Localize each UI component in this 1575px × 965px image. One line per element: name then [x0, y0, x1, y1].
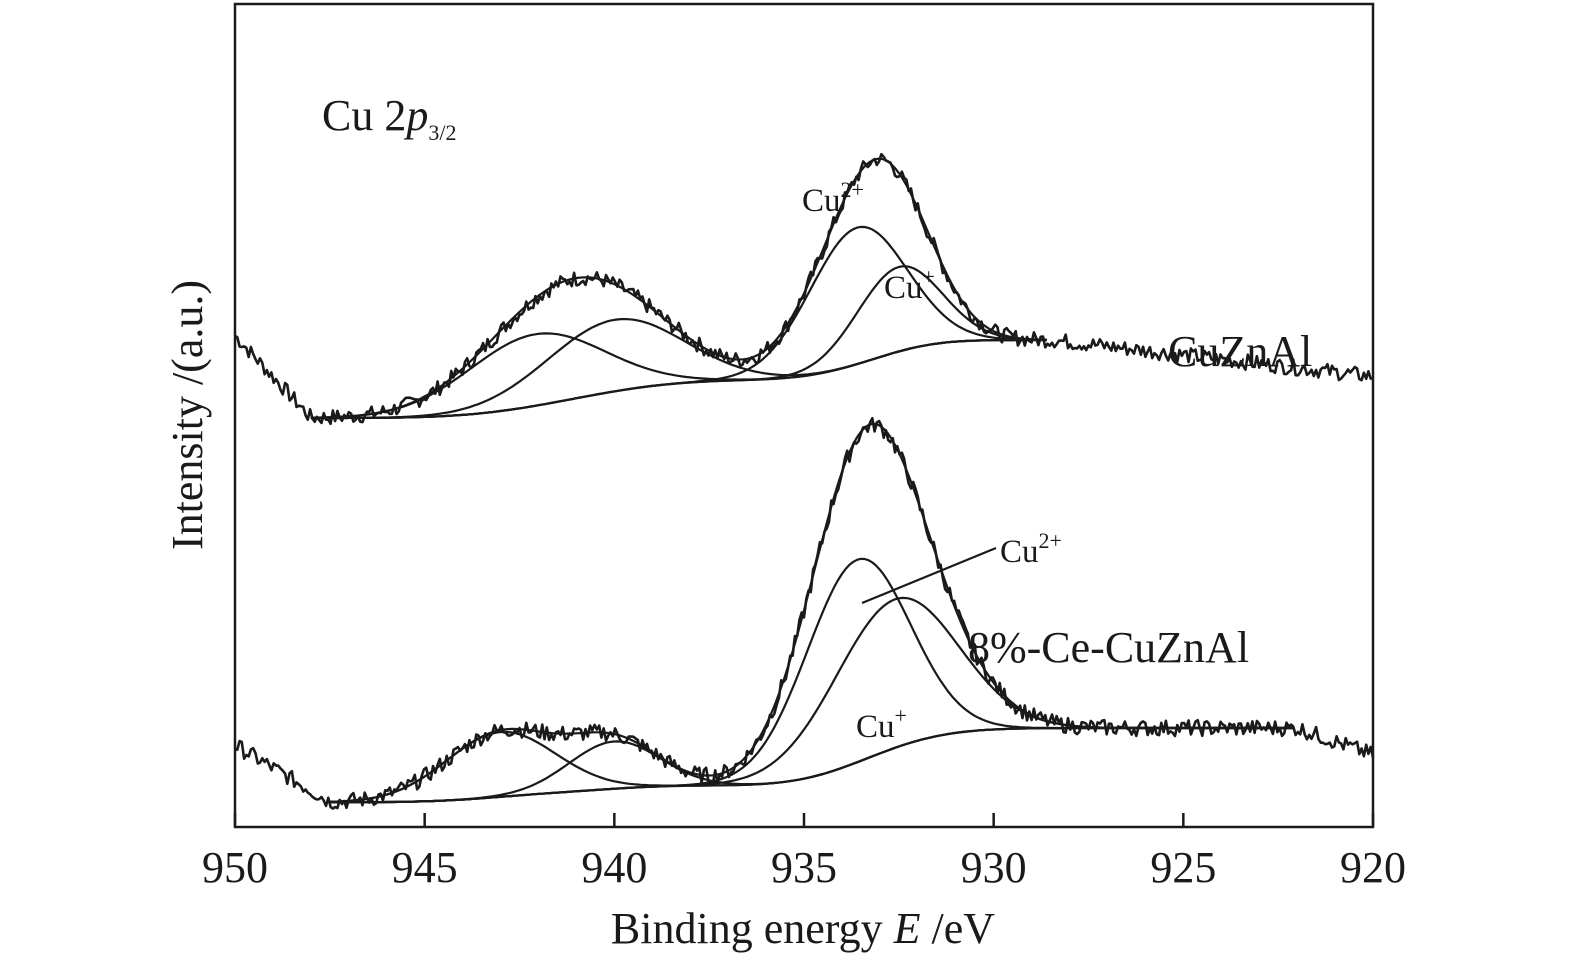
- x-axis: 950 945 940 935 930 925 920: [202, 813, 1406, 892]
- series-cuznal: [234, 152, 1374, 426]
- series-ce-cuznal: [234, 416, 1375, 810]
- y-axis-title: Intensity /(a.u.): [163, 280, 212, 550]
- raw-spectrum: [234, 152, 1374, 426]
- x-tick-label: 935: [771, 843, 837, 892]
- annotation-cuznal-cuplus: Cu+: [884, 264, 935, 306]
- annotation-leader-ce-cu2plus: [861, 546, 997, 605]
- series-label-cuznal: CuZnAl: [1168, 327, 1312, 376]
- series-label-ce-cuznal: 8%-Ce-CuZnAl: [968, 623, 1249, 672]
- fit-component-Cu2plus: [329, 557, 1294, 804]
- x-axis-title: Binding energy E /eV: [611, 904, 995, 953]
- x-tick-label: 925: [1150, 843, 1216, 892]
- annotation-cuznal-cu2plus: Cu2+: [802, 177, 864, 219]
- x-tick-label: 940: [581, 843, 647, 892]
- x-tick-label: 930: [961, 843, 1027, 892]
- annotation-ce-cu2plus: Cu2+: [1000, 528, 1062, 570]
- x-tick-label: 920: [1340, 843, 1406, 892]
- fit-component-satellite: [310, 318, 1047, 420]
- background-line: [310, 338, 1047, 420]
- annotation-ce-cuplus: Cu+: [856, 703, 907, 745]
- x-tick-label: 950: [202, 843, 268, 892]
- raw-spectrum: [234, 416, 1375, 810]
- fit-component-Cuplus: [310, 265, 1047, 420]
- x-tick-label: 945: [392, 843, 458, 892]
- panel-label: Cu 2p3/2: [322, 91, 456, 145]
- plot-area: [233, 2, 1375, 829]
